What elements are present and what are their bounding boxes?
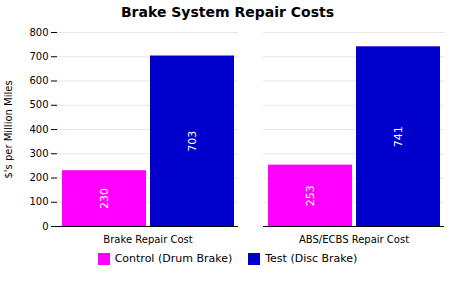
svg-text:700: 700	[29, 51, 48, 62]
svg-text:800: 800	[29, 27, 48, 38]
svg-text:600: 600	[29, 75, 48, 86]
svg-text:0: 0	[42, 221, 48, 232]
svg-text:500: 500	[29, 99, 48, 110]
html-text:Test (Disc Brake): Test (Disc Brake)	[265, 252, 358, 265]
html-text:Brake System Repair Costs: Brake System Repair Costs	[121, 4, 334, 20]
svg-text:300: 300	[29, 148, 48, 159]
svg-text:$'s per Million Miles: $'s per Million Miles	[3, 80, 14, 178]
svg-text:230: 230	[98, 188, 111, 209]
svg-text:703: 703	[186, 131, 199, 152]
svg-text:400: 400	[29, 124, 48, 135]
html-text:Control (Drum Brake): Control (Drum Brake)	[114, 252, 233, 265]
svg-text:Brake Repair Cost: Brake Repair Cost	[103, 234, 192, 245]
svg-text:ABS/ECBS Repair Cost: ABS/ECBS Repair Cost	[299, 234, 409, 245]
svg-text:200: 200	[29, 172, 48, 183]
svg-text:100: 100	[29, 196, 48, 207]
svg-text:741: 741	[392, 126, 405, 147]
svg-text:253: 253	[304, 185, 317, 206]
